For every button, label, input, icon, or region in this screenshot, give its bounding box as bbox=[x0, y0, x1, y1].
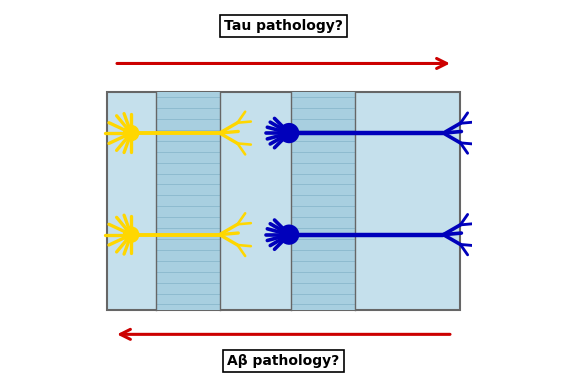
Text: Tau pathology?: Tau pathology? bbox=[224, 19, 343, 33]
Circle shape bbox=[279, 224, 299, 245]
Bar bbox=[155, 92, 219, 310]
Circle shape bbox=[279, 123, 299, 143]
Circle shape bbox=[123, 226, 139, 243]
Bar bbox=[291, 92, 355, 310]
Circle shape bbox=[123, 125, 139, 141]
Bar bbox=[107, 92, 460, 310]
Text: Aβ pathology?: Aβ pathology? bbox=[227, 354, 340, 368]
